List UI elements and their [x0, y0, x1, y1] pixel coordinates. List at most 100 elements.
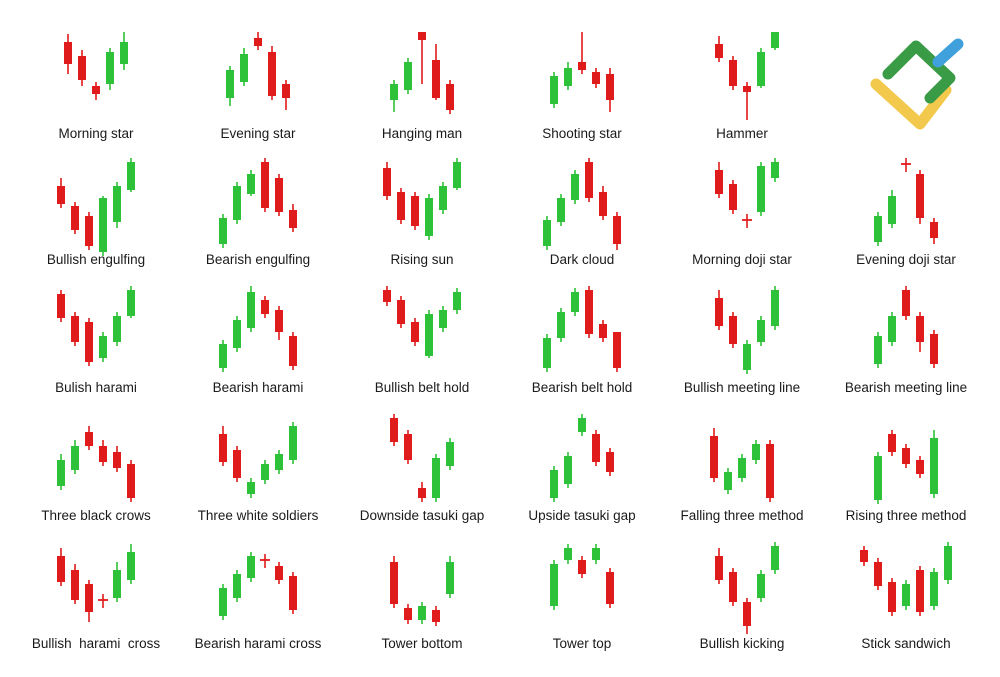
bullish-candle — [233, 186, 241, 220]
bearish-candle — [606, 74, 614, 100]
bearish-candle — [85, 584, 93, 612]
bullish-candle — [247, 174, 255, 194]
bullish-candle — [113, 316, 121, 342]
bullish-candle — [127, 290, 135, 316]
pattern-chart — [57, 544, 135, 622]
bearish-candle — [411, 322, 419, 342]
bearish-candle — [715, 170, 723, 194]
bearish-candle — [71, 570, 79, 600]
bullish-candle — [550, 76, 558, 104]
pattern-label: Bearish engulfing — [205, 252, 311, 267]
bullish-candle — [439, 186, 447, 210]
bullish-candle — [240, 54, 248, 82]
bullish-candle — [757, 574, 765, 598]
bullish-candle — [233, 320, 241, 348]
bearish-candle — [383, 290, 391, 302]
pattern-chart — [874, 286, 938, 368]
bearish-candle — [916, 460, 924, 474]
bearish-candle — [613, 332, 621, 368]
pattern-label: Morning star — [58, 126, 134, 141]
bearish-candle — [432, 610, 440, 622]
bullish-candle — [888, 196, 896, 224]
pattern-chart — [57, 158, 135, 256]
bullish-candle — [127, 162, 135, 190]
pattern-cell: Morning star — [14, 30, 178, 150]
pattern-cell: Morning doji star — [660, 156, 824, 276]
bullish-candle — [543, 220, 551, 246]
bearish-candle — [743, 86, 751, 92]
bullish-candle — [275, 454, 283, 470]
bullish-candle — [757, 52, 765, 86]
bullish-candle — [233, 574, 241, 598]
pattern-label: Bullish kicking — [699, 636, 785, 651]
pattern-cell: Shooting star — [500, 30, 664, 150]
bullish-candle — [57, 460, 65, 486]
bullish-candle — [557, 198, 565, 222]
bullish-candle — [99, 198, 107, 252]
bearish-candle — [57, 186, 65, 204]
bearish-candle — [606, 572, 614, 604]
pattern-label: Downside tasuki gap — [359, 508, 485, 523]
bullish-candle — [425, 198, 433, 236]
bearish-candle — [710, 436, 718, 478]
bearish-candle — [289, 210, 297, 228]
bullish-candle — [120, 42, 128, 64]
pattern-cell: Tower top — [500, 540, 664, 660]
bearish-candle — [71, 206, 79, 230]
bearish-candle — [592, 434, 600, 462]
bullish-candle — [446, 562, 454, 594]
pattern-cell: Evening star — [176, 30, 340, 150]
bearish-candle — [729, 60, 737, 86]
pattern-label: Hanging man — [381, 126, 463, 141]
bullish-candle — [571, 292, 579, 312]
pattern-label: Stick sandwich — [861, 636, 951, 651]
pattern-label: Three black crows — [41, 508, 151, 523]
bearish-candle — [874, 562, 882, 586]
brand-logo-mark — [870, 38, 964, 130]
bearish-candle — [578, 560, 586, 574]
bearish-candle — [254, 38, 262, 46]
pattern-label: Rising three method — [845, 508, 967, 523]
bullish-candle — [219, 588, 227, 616]
bullish-candle — [113, 570, 121, 598]
pattern-chart — [710, 428, 774, 502]
bearish-candle — [404, 434, 412, 460]
pattern-cell: Tower bottom — [340, 540, 504, 660]
pattern-chart — [219, 422, 297, 498]
bullish-candle — [888, 316, 896, 342]
pattern-chart — [219, 286, 297, 372]
bullish-candle — [418, 606, 426, 620]
bearish-candle — [289, 576, 297, 610]
bullish-candle — [247, 292, 255, 328]
bearish-candle — [599, 192, 607, 216]
pattern-chart — [715, 158, 779, 228]
bullish-candle — [564, 456, 572, 484]
bearish-candle — [599, 324, 607, 338]
bullish-candle — [106, 52, 114, 84]
bearish-candle — [902, 290, 910, 316]
pattern-cell: Bearish engulfing — [176, 156, 340, 276]
pattern-label: Upside tasuki gap — [528, 508, 636, 523]
pattern-chart — [64, 32, 128, 100]
pattern-chart — [550, 32, 614, 112]
pattern-chart — [57, 426, 135, 502]
pattern-chart — [383, 158, 461, 240]
bearish-candle — [715, 556, 723, 580]
pattern-label: Tower top — [552, 636, 612, 651]
pattern-cell: Bullish kicking — [660, 540, 824, 660]
pattern-label: Bullish engulfing — [46, 252, 146, 267]
bearish-candle — [606, 452, 614, 472]
bearish-candle — [78, 56, 86, 80]
bearish-candle — [902, 448, 910, 464]
bearish-candle — [715, 298, 723, 326]
pattern-cell: Bearish harami cross — [176, 540, 340, 660]
bearish-candle — [275, 566, 283, 580]
pattern-label: Hammer — [716, 126, 768, 141]
bullish-candle — [425, 314, 433, 356]
pattern-chart — [390, 556, 454, 626]
pattern-cell: Bullish belt hold — [340, 284, 504, 404]
bullish-candle — [771, 290, 779, 326]
pattern-label: Rising sun — [390, 252, 454, 267]
bullish-candle — [930, 438, 938, 494]
